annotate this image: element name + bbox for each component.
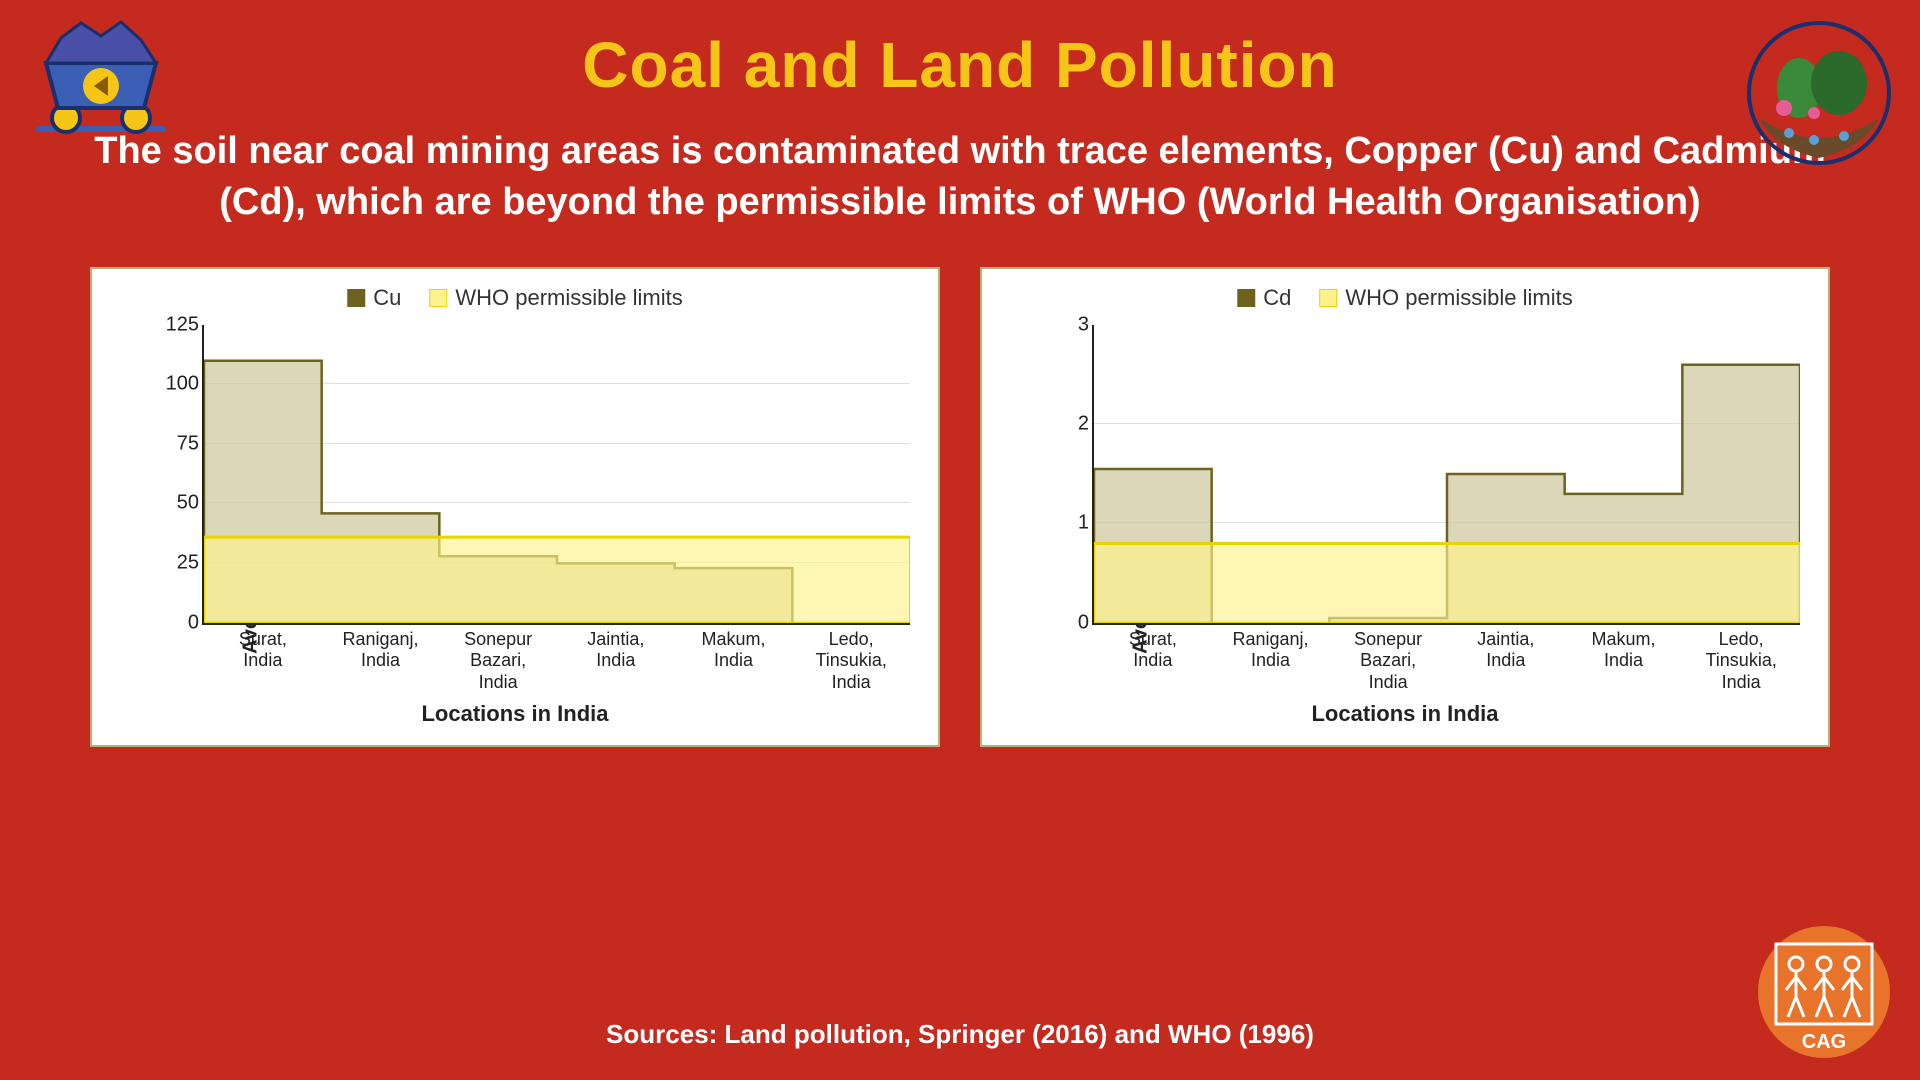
coal-cart-icon — [26, 18, 176, 138]
grid-line — [204, 443, 910, 444]
x-category-label: Ledo, Tinsukia, India — [792, 629, 910, 694]
legend-swatch-who — [429, 289, 447, 307]
x-category-label: Surat, India — [204, 629, 322, 672]
x-category-label: Makum, India — [1565, 629, 1683, 672]
y-tick-label: 2 — [1039, 412, 1089, 435]
chart-cu-plot: 0255075100125Surat, IndiaRaniganj, India… — [202, 325, 910, 625]
legend-swatch-cd — [1237, 289, 1255, 307]
x-category-label: Raniganj, India — [1212, 629, 1330, 672]
chart-cd: Cd WHO permissible limits Average concen… — [980, 267, 1830, 747]
terrarium-icon — [1744, 18, 1894, 168]
grid-line — [204, 383, 910, 384]
legend-swatch-who — [1319, 289, 1337, 307]
chart-cd-xlabel: Locations in India — [1311, 701, 1498, 727]
x-category-label: Ledo, Tinsukia, India — [1682, 629, 1800, 694]
y-tick-label: 3 — [1039, 313, 1089, 336]
y-tick-label: 0 — [1039, 611, 1089, 634]
grid-line — [1094, 423, 1800, 424]
page-title: Coal and Land Pollution — [0, 0, 1920, 102]
sources-text: Sources: Land pollution, Springer (2016)… — [606, 1019, 1314, 1050]
legend-label-who: WHO permissible limits — [1345, 285, 1572, 311]
x-category-label: Makum, India — [675, 629, 793, 672]
series-step-area — [1094, 364, 1800, 622]
svg-text:CAG: CAG — [1802, 1031, 1846, 1053]
subtitle: The soil near coal mining areas is conta… — [0, 102, 1920, 229]
chart-cu-xlabel: Locations in India — [421, 701, 608, 727]
y-tick-label: 75 — [149, 432, 199, 455]
x-category-label: Surat, India — [1094, 629, 1212, 672]
legend-item-who-cu: WHO permissible limits — [429, 285, 682, 311]
charts-container: Cu WHO permissible limits Average concen… — [0, 267, 1920, 747]
x-category-label: Raniganj, India — [322, 629, 440, 672]
legend-item-cd: Cd — [1237, 285, 1291, 311]
chart-cd-plot: 0123Surat, IndiaRaniganj, IndiaSonepur B… — [1092, 325, 1800, 625]
grid-line — [204, 502, 910, 503]
series-step-area — [204, 360, 910, 622]
x-category-label: Jaintia, India — [557, 629, 675, 672]
y-tick-label: 25 — [149, 552, 199, 575]
grid-line — [1094, 522, 1800, 523]
y-tick-label: 1 — [1039, 512, 1089, 535]
who-limit-band — [1094, 543, 1800, 622]
legend-label-cd: Cd — [1263, 285, 1291, 311]
y-tick-label: 50 — [149, 492, 199, 515]
legend-item-who-cd: WHO permissible limits — [1319, 285, 1572, 311]
y-tick-label: 0 — [149, 611, 199, 634]
chart-cu: Cu WHO permissible limits Average concen… — [90, 267, 940, 747]
chart-cu-legend: Cu WHO permissible limits — [347, 285, 682, 311]
x-category-label: Jaintia, India — [1447, 629, 1565, 672]
grid-line — [204, 562, 910, 563]
legend-label-cu: Cu — [373, 285, 401, 311]
x-category-label: Sonepur Bazari, India — [1329, 629, 1447, 694]
y-tick-label: 100 — [149, 373, 199, 396]
who-limit-band — [204, 537, 910, 623]
cag-logo-icon: CAG — [1754, 922, 1894, 1062]
x-category-label: Sonepur Bazari, India — [439, 629, 557, 694]
legend-swatch-cu — [347, 289, 365, 307]
legend-item-cu: Cu — [347, 285, 401, 311]
legend-label-who: WHO permissible limits — [455, 285, 682, 311]
y-tick-label: 125 — [149, 313, 199, 336]
chart-cd-legend: Cd WHO permissible limits — [1237, 285, 1572, 311]
